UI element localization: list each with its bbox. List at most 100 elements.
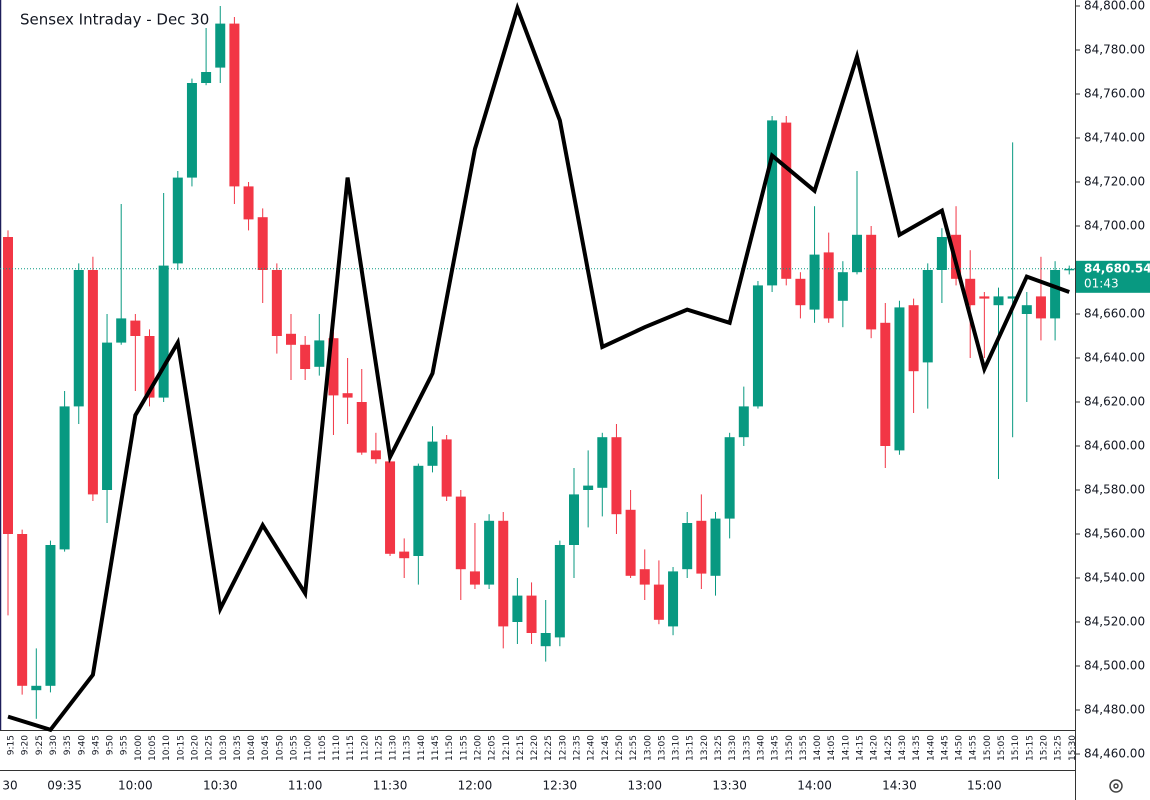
time-label: 12:30: [543, 779, 578, 793]
x-tick-label: 14:25: [884, 735, 894, 761]
x-tick-label: 11:20: [360, 735, 370, 761]
time-label: 11:00: [288, 779, 323, 793]
x-tick-label: 13:20: [700, 735, 710, 761]
x-tick-label: 15:05: [997, 735, 1007, 761]
candle-body: [59, 406, 70, 550]
x-tick-label: 9:55: [120, 735, 130, 755]
candle-body: [569, 494, 579, 545]
x-tick-label: 9:45: [91, 735, 101, 755]
candle-body: [625, 509, 636, 576]
x-tick-label: 13:30: [728, 735, 738, 761]
x-tick-label: 14:20: [870, 735, 880, 761]
x-tick-label: 13:05: [657, 735, 667, 761]
x-tick-label: 12:15: [516, 735, 526, 761]
x-tick-label: 15:25: [1054, 735, 1064, 761]
candle-body: [45, 545, 56, 686]
candle-body: [710, 518, 721, 576]
x-tick-label: 11:50: [445, 735, 455, 761]
time-label: 13:30: [712, 779, 747, 793]
candle-body: [724, 437, 735, 519]
candle-body: [31, 685, 42, 691]
y-tick-label: 84,520.00: [1084, 615, 1145, 629]
x-tick-label: 10:20: [190, 735, 200, 761]
x-tick-label: 14:45: [940, 735, 950, 761]
x-tick-label: 14:35: [912, 735, 922, 761]
candle-body: [215, 23, 226, 68]
candle-body: [257, 217, 268, 270]
x-tick-label: 10:05: [148, 735, 158, 761]
candle-body: [809, 254, 820, 310]
candle-body: [1007, 296, 1018, 299]
y-tick-label: 84,740.00: [1084, 131, 1145, 145]
candle-body: [696, 520, 707, 574]
x-tick-label: 11:55: [459, 735, 469, 761]
candle-body: [908, 305, 919, 372]
candle-body: [300, 344, 311, 369]
x-tick-label: 10:45: [261, 735, 271, 761]
x-tick-label: 14:00: [813, 735, 823, 761]
y-tick-label: 84,620.00: [1084, 395, 1145, 409]
candle-body: [1050, 270, 1061, 319]
x-tick-label: 14:40: [926, 735, 936, 761]
x-tick-label: 11:30: [389, 735, 399, 761]
candle-body: [286, 333, 296, 345]
candle-body: [936, 237, 947, 270]
candle-body: [583, 485, 594, 490]
x-tick-label: 9:50: [106, 735, 116, 755]
candle-body: [1064, 268, 1075, 271]
x-tick-label: 15:20: [1039, 735, 1049, 761]
x-tick-label: 12:00: [473, 735, 483, 761]
candle-body: [385, 461, 396, 554]
candle-body: [979, 296, 990, 299]
x-tick-label: 13:15: [686, 735, 696, 761]
candle-body: [370, 450, 381, 460]
x-tick-label: 10:10: [162, 735, 172, 761]
settings-icon[interactable]: [1109, 779, 1123, 793]
x-tick-label: 15:10: [1011, 735, 1021, 761]
x-tick-label: 11:15: [346, 735, 356, 761]
time-label: 13:00: [627, 779, 662, 793]
x-tick-label: 13:40: [756, 735, 766, 761]
x-tick-label: 15:15: [1025, 735, 1035, 761]
x-tick-label: 12:55: [629, 735, 639, 761]
candle-body: [922, 270, 933, 363]
candle-body: [668, 571, 679, 627]
x-tick-label: 13:25: [714, 735, 724, 761]
candle-body: [1035, 296, 1046, 319]
x-tick-label: 14:10: [841, 735, 851, 761]
x-tick-label: 13:50: [785, 735, 795, 761]
overlay-line: [7, 1, 1070, 733]
x-tick-label: 14:55: [969, 735, 979, 761]
x-tick-label: 10:55: [290, 735, 300, 761]
x-tick-label: 13:55: [799, 735, 809, 761]
x-tick-label: 10:00: [134, 735, 144, 761]
x-tick-label: 11:05: [318, 735, 328, 761]
y-tick-label: 84,460.00: [1084, 747, 1145, 761]
candle-body: [314, 340, 325, 367]
candle-body: [894, 307, 905, 451]
candle-body: [823, 252, 834, 319]
candle-body: [512, 595, 523, 622]
candle-body: [526, 595, 537, 633]
candle-body: [639, 569, 650, 585]
candle-body: [554, 545, 565, 638]
x-tick-label: 15:00: [983, 735, 993, 761]
y-tick-label: 84,800.00: [1084, 0, 1145, 13]
time-label: 10:00: [118, 779, 153, 793]
x-tick-label: 12:30: [558, 735, 568, 761]
candle-body: [852, 234, 862, 273]
candle-body: [781, 122, 792, 279]
candle-body: [1021, 305, 1032, 314]
x-tick-label: 11:10: [332, 735, 342, 761]
x-tick-label: 11:00: [304, 735, 314, 761]
candle-body: [116, 318, 127, 343]
x-tick-label: 9:20: [21, 735, 31, 755]
countdown: 01:43: [1084, 276, 1119, 290]
chart-title: Sensex Intraday - Dec 30: [20, 11, 209, 29]
candle-body: [993, 296, 1004, 306]
candle-body: [752, 285, 763, 407]
x-tick-label: 11:35: [403, 735, 413, 761]
candle-body: [738, 406, 749, 438]
